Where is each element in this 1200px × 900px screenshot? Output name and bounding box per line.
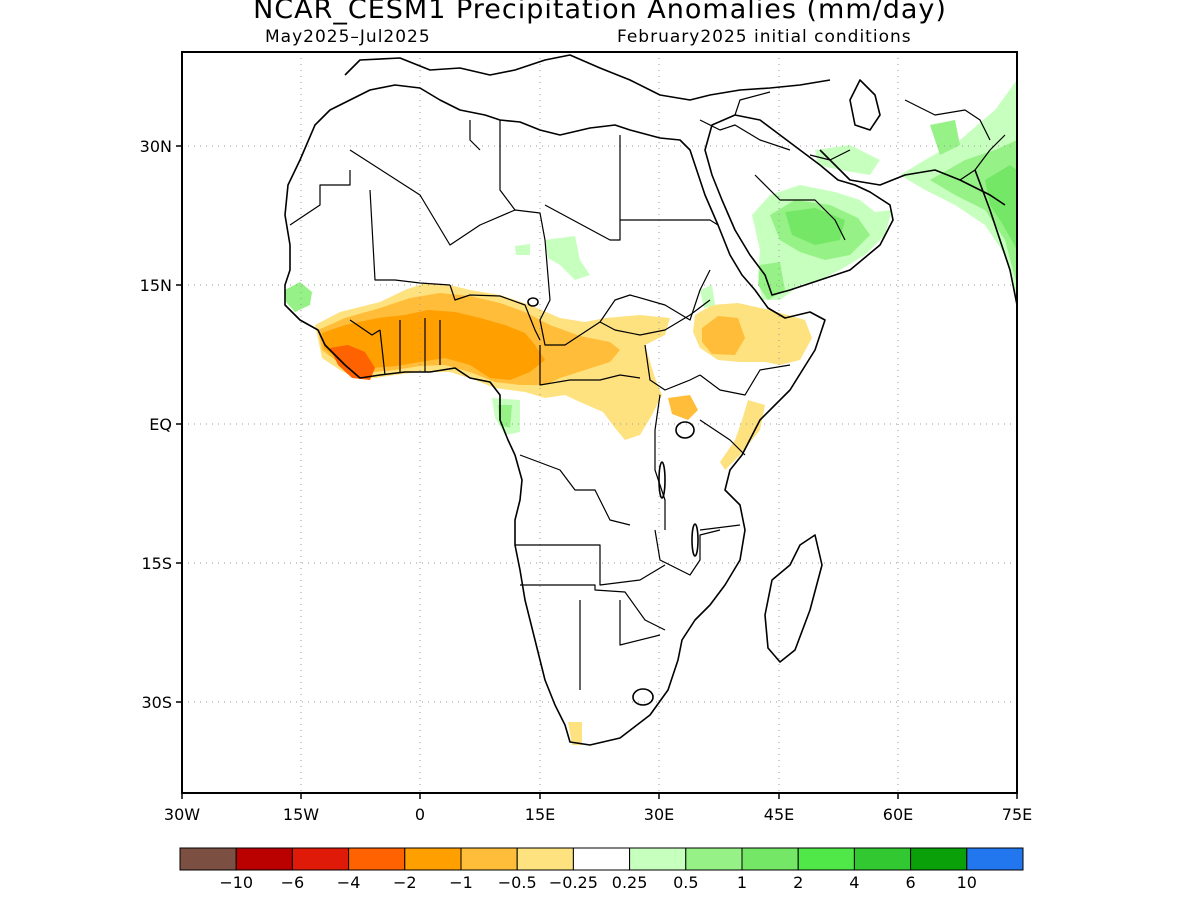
iran-wet-weak: [815, 145, 880, 175]
colorbar: [179, 847, 1024, 871]
india-wet-strong: [985, 165, 1017, 250]
sudan-wet: [545, 236, 590, 280]
axis-ticks: [176, 145, 1018, 799]
lake-malawi: [691, 523, 699, 557]
colorbar-label: 6: [906, 873, 916, 892]
colorbar-label: 4: [849, 873, 859, 892]
niger-wet: [515, 244, 530, 255]
valid-period: May2025–Jul2025: [265, 27, 431, 47]
sahel-dry-strong: [322, 310, 545, 380]
cape-dry: [568, 722, 582, 745]
caspian-coastline: [849, 79, 881, 131]
lat-tick-label: 30N: [140, 137, 172, 156]
colorbar-label: 0.25: [612, 873, 648, 892]
east-africa-dry-moderate: [702, 316, 745, 355]
colorbar-label: 10: [957, 873, 977, 892]
iran-coastline: [819, 149, 1006, 206]
lake-chad: [527, 297, 539, 307]
colorbar-label: 0.5: [673, 873, 698, 892]
europe-coastline: [344, 54, 831, 101]
colorbar-label: −0.5: [498, 873, 537, 892]
colorbar-swatch: [853, 847, 912, 871]
arabia-coastline: [704, 114, 894, 296]
colorbar-swatch: [910, 847, 968, 871]
colorbar-swatch: [741, 847, 799, 871]
colorbar-label: −6: [281, 873, 305, 892]
lake-victoria: [675, 421, 695, 439]
senegal-wet: [285, 282, 312, 312]
lat-tick-label: EQ: [149, 415, 172, 434]
colorbar-swatch: [685, 847, 743, 871]
lon-tick-label: 15W: [283, 805, 319, 824]
colorbar-label: 1: [737, 873, 747, 892]
colorbar-swatch: [460, 847, 518, 871]
colorbar-swatch: [629, 847, 687, 871]
kenya-coast-dry: [720, 400, 765, 470]
lon-tick-label: 30E: [644, 805, 674, 824]
colorbar-swatch: [966, 847, 1024, 871]
colorbar-swatch: [235, 847, 293, 871]
lesotho: [632, 688, 654, 706]
colorbar-label: −2: [393, 873, 417, 892]
lon-tick-label: 0: [415, 805, 425, 824]
colorbar-swatch: [797, 847, 855, 871]
lon-tick-label: 60E: [883, 805, 913, 824]
arabia-wet-strong: [785, 208, 845, 245]
lat-tick-label: 30S: [141, 693, 172, 712]
grid-lines: [182, 52, 1017, 793]
colorbar-label: −1: [449, 873, 473, 892]
anomaly-shading: [285, 80, 1017, 745]
afghan-wet: [930, 120, 960, 155]
colorbar-label: −0.25: [549, 873, 598, 892]
lon-tick-label: 30W: [164, 805, 200, 824]
colorbar-label: 2: [793, 873, 803, 892]
map-title: NCAR_CESM1 Precipitation Anomalies (mm/d…: [253, 0, 947, 25]
lat-tick-label: 15N: [140, 276, 172, 295]
colorbar-labels: −10 −6 −4 −2 −1 −0.5 −0.25 0.25 0.5 1 2 4 6 10: [219, 873, 977, 892]
lon-tick-label: 45E: [764, 805, 794, 824]
lon-tick-label: 75E: [1002, 805, 1032, 824]
coastlines: [284, 54, 1017, 746]
india-coastline: [974, 169, 1017, 306]
colorbar-swatch: [404, 847, 462, 871]
africa-coastline: [284, 84, 826, 746]
ethiopia-wet: [700, 285, 715, 308]
country-borders: [289, 91, 1006, 690]
lake-region-dry: [668, 395, 698, 420]
initial-conditions: February2025 initial conditions: [617, 27, 912, 47]
colorbar-label: −4: [337, 873, 361, 892]
guinea-dry-severe: [330, 345, 375, 380]
colorbar-swatch: [179, 847, 237, 871]
colorbar-swatch: [572, 847, 631, 871]
colorbar-swatch: [516, 847, 574, 871]
colorbar-swatch: [291, 847, 350, 871]
colorbar-label: −10: [219, 873, 253, 892]
lake-tanganyika: [658, 461, 666, 499]
map-frame: [181, 51, 1018, 794]
madagascar-coastline: [764, 534, 823, 663]
colorbar-swatch: [348, 847, 406, 871]
lon-tick-label: 15E: [525, 805, 555, 824]
lat-tick-label: 15S: [141, 554, 172, 573]
eritrea-wet: [758, 262, 785, 300]
